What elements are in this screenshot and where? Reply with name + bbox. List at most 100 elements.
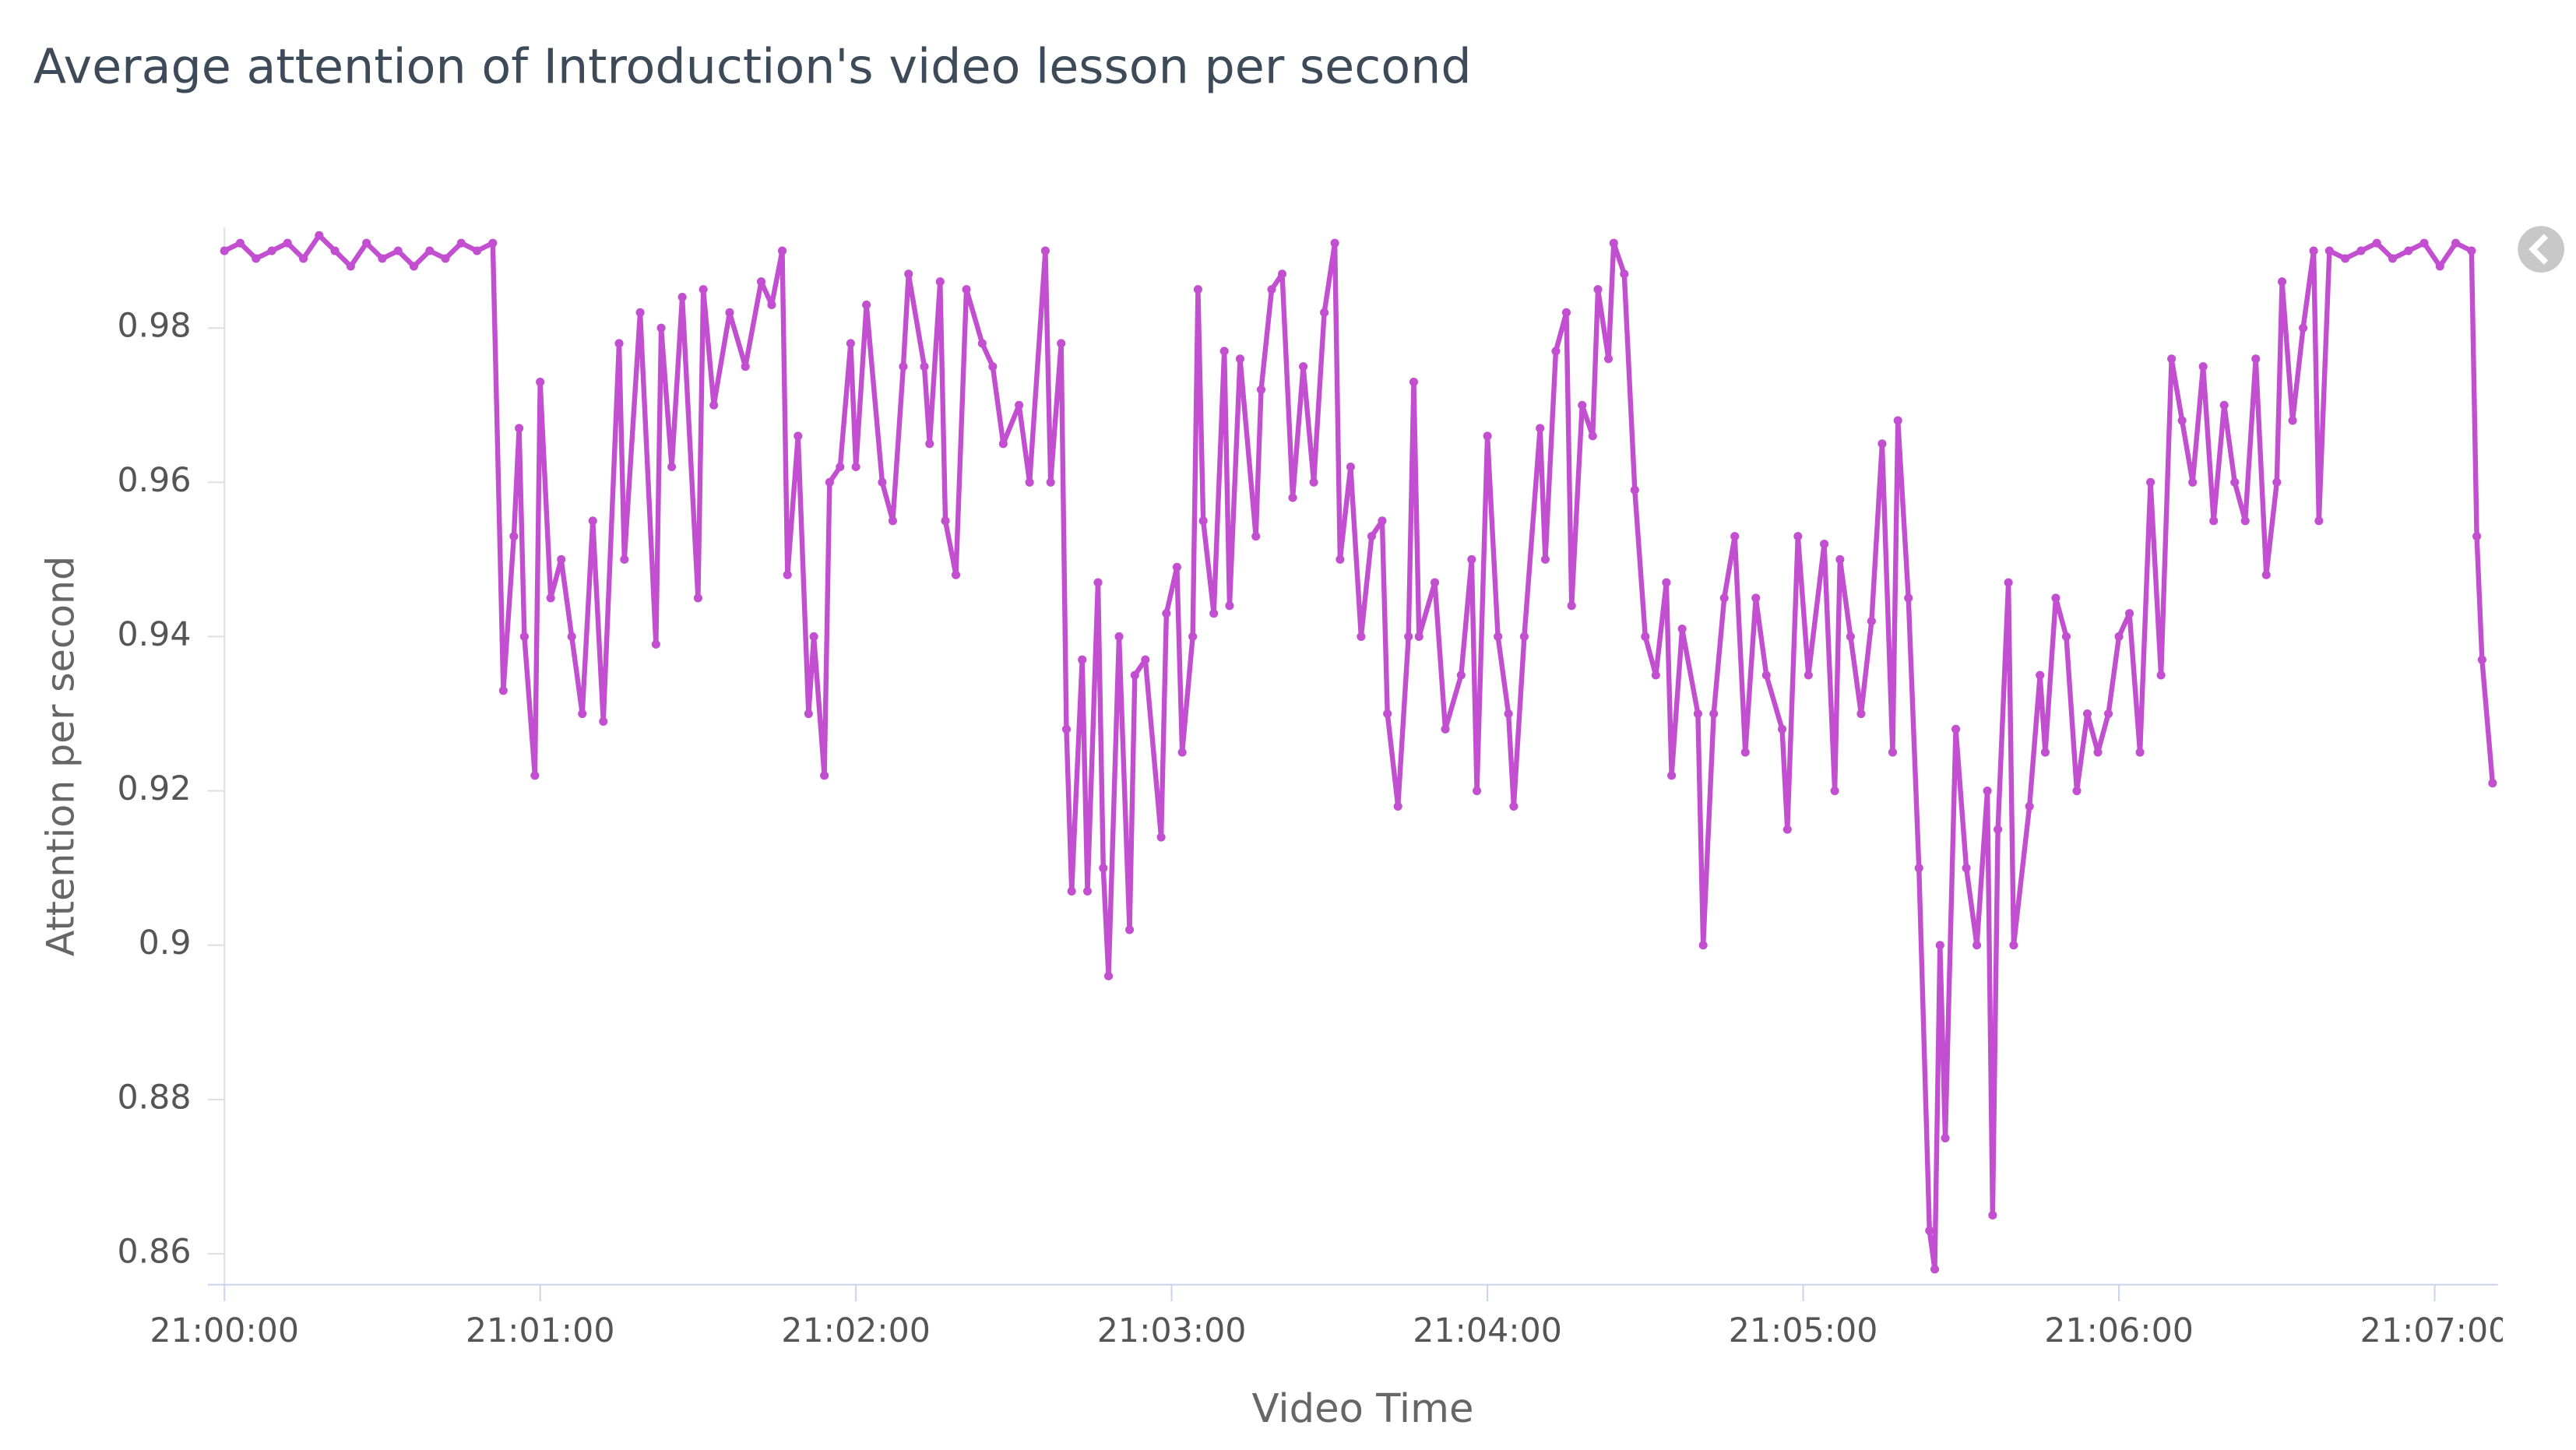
data-point <box>1962 864 1971 873</box>
data-point <box>1667 771 1677 780</box>
data-point <box>1951 724 1961 734</box>
data-point <box>1994 825 2003 834</box>
data-point <box>2435 262 2444 271</box>
data-point <box>2372 238 2381 248</box>
data-point <box>2356 246 2366 255</box>
data-point <box>1561 308 1571 317</box>
data-point <box>1040 246 1050 255</box>
y-tick-label: 0.96 <box>117 461 191 500</box>
y-tick-label: 0.86 <box>117 1233 191 1272</box>
data-point <box>1536 424 1545 433</box>
data-point <box>2156 670 2166 680</box>
x-axis-title: Video Time <box>1252 1385 1474 1432</box>
data-point <box>693 593 702 603</box>
data-point <box>1630 485 1639 494</box>
y-tick-label: 0.98 <box>117 307 191 346</box>
data-point <box>741 362 750 371</box>
data-point <box>920 362 929 371</box>
data-point <box>1698 941 1708 950</box>
data-point <box>456 238 466 248</box>
data-point <box>1904 593 1913 603</box>
data-point <box>1404 632 1413 642</box>
data-point <box>635 308 645 317</box>
data-point <box>667 462 677 472</box>
collapse-button[interactable] <box>2518 226 2564 273</box>
data-point <box>2467 246 2476 255</box>
data-point <box>2103 709 2113 719</box>
data-point <box>1820 540 1829 549</box>
button-circle[interactable] <box>2518 226 2564 273</box>
data-point <box>1414 632 1423 642</box>
data-point <box>1330 238 1339 248</box>
data-point <box>1141 655 1150 664</box>
data-point <box>846 339 855 348</box>
data-point <box>2240 516 2250 526</box>
data-point <box>530 771 540 780</box>
data-point <box>878 477 887 487</box>
data-point <box>2125 609 2134 618</box>
data-point <box>441 254 450 263</box>
data-point <box>1972 941 1982 950</box>
data-point <box>1172 562 1181 572</box>
data-point <box>362 238 371 248</box>
data-point <box>1930 1265 1940 1274</box>
data-point <box>252 254 261 263</box>
data-point <box>1288 493 1297 502</box>
data-point <box>488 238 498 248</box>
data-point <box>2404 246 2413 255</box>
data-point <box>1125 925 1135 934</box>
data-point <box>1620 269 1629 279</box>
button-arrow[interactable] <box>2528 234 2549 265</box>
data-point <box>378 254 387 263</box>
y-tick-label: 0.92 <box>117 769 191 808</box>
data-point <box>1256 385 1266 394</box>
data-point <box>820 771 829 780</box>
data-point <box>557 554 566 564</box>
data-point <box>1925 1226 1934 1235</box>
data-point <box>767 300 776 309</box>
data-point <box>2488 779 2497 788</box>
data-point <box>2314 516 2324 526</box>
data-point <box>904 269 913 279</box>
x-tick-label: 21:06:00 <box>2044 1311 2194 1350</box>
data-point <box>1099 864 1108 873</box>
data-point <box>977 339 987 348</box>
data-point <box>836 462 845 472</box>
data-point <box>546 593 555 603</box>
data-point <box>1336 554 1345 564</box>
data-point <box>1588 431 1597 441</box>
data-point <box>578 709 587 719</box>
data-point <box>1782 825 1792 834</box>
y-tick-label: 0.94 <box>117 615 191 654</box>
data-point <box>725 308 734 317</box>
data-point <box>862 300 871 309</box>
data-point <box>2251 354 2261 364</box>
data-point <box>283 238 292 248</box>
data-point <box>267 246 276 255</box>
data-point <box>998 439 1008 449</box>
data-point <box>425 246 435 255</box>
data-point <box>1251 532 1261 541</box>
data-point <box>1914 864 1923 873</box>
data-point <box>1830 787 1839 796</box>
data-point <box>2341 254 2350 263</box>
data-point <box>1567 601 1576 611</box>
data-point <box>1988 1210 1997 1220</box>
data-point <box>1309 477 1318 487</box>
data-point <box>1983 787 1992 796</box>
data-point <box>2051 593 2060 603</box>
x-tick-label: 21:05:00 <box>1729 1311 1878 1350</box>
data-point <box>851 462 860 472</box>
data-point <box>677 292 687 302</box>
data-point <box>2209 516 2219 526</box>
data-point <box>1015 400 1024 410</box>
data-point <box>393 246 403 255</box>
data-point <box>1114 632 1124 642</box>
data-point <box>1046 477 1055 487</box>
data-point <box>2419 238 2429 248</box>
data-point <box>409 262 419 271</box>
data-point <box>2219 400 2229 410</box>
data-point <box>2198 362 2208 371</box>
data-point <box>1888 748 1898 757</box>
